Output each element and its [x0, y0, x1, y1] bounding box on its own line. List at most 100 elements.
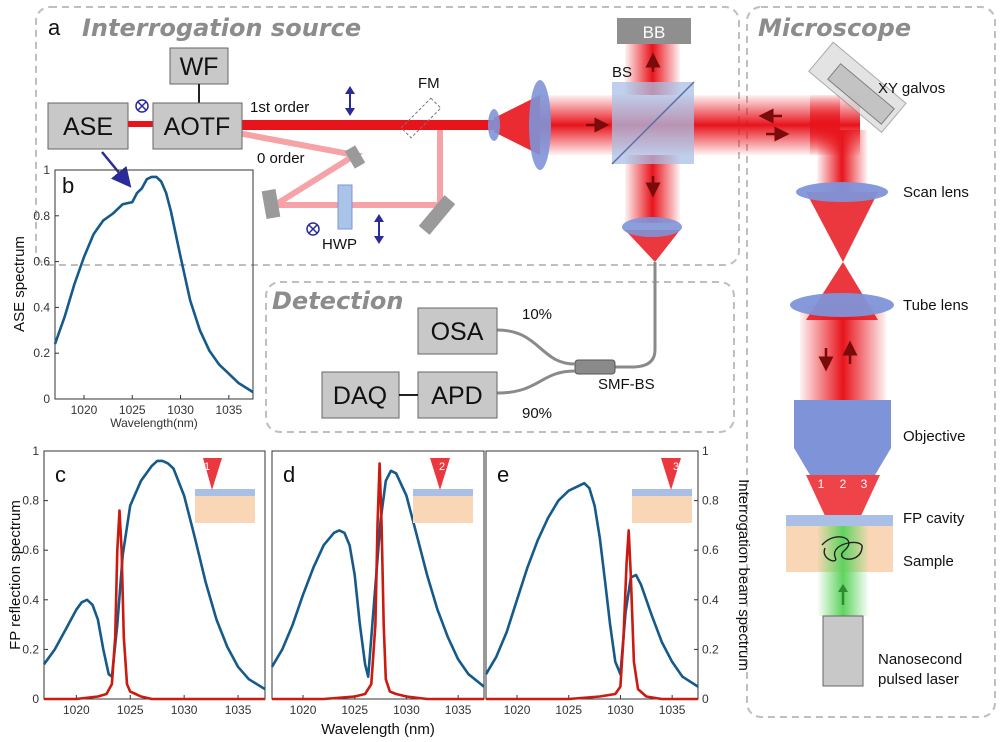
chart-c-xtick-label: 1025: [117, 703, 144, 717]
daq-box: [321, 371, 400, 419]
chart-e-ytick-right-label: 0.6: [702, 543, 719, 557]
beam-first-order: [222, 120, 494, 130]
inset-e-number: 3: [673, 461, 679, 473]
chart-c-ytick-label: 0.6: [22, 543, 39, 557]
chart-e-xtick-label: 1025: [555, 703, 582, 717]
detection-title: Detection: [272, 287, 403, 315]
beam-splitter-diagonal: [611, 81, 695, 165]
chart-c-series-0: [42, 459, 266, 691]
daq-label: DAQ: [333, 382, 387, 410]
chart-c-ylabel: FP reflection spectrum: [7, 500, 24, 650]
chart-b-series-0: [53, 175, 254, 394]
chart-b-xtick-label: 1025: [119, 403, 146, 417]
laser-label-line2: pulsed laser: [878, 671, 959, 688]
objective: [794, 400, 891, 475]
panel-label-b: b: [62, 173, 74, 198]
chart-d-series-0: [270, 469, 485, 688]
mirror-1: [344, 145, 366, 169]
beam-expansion: [494, 95, 540, 155]
tube-lens: [790, 293, 894, 317]
chart-b-ytick-label: 0: [43, 392, 50, 406]
osa-box: [417, 307, 498, 355]
panel-label-a: a: [48, 15, 61, 40]
fiber: [615, 262, 657, 369]
fp-cavity-label: FP cavity: [903, 510, 965, 527]
spot-3: 3: [861, 477, 868, 491]
inset-d: 2: [413, 458, 473, 523]
chart-c-ytick-label: 1: [32, 444, 39, 458]
chart-c-ytick-label: 0.8: [22, 494, 39, 508]
chart-e-series-1: [486, 529, 698, 701]
fm-label: FM: [418, 75, 440, 92]
beam-fiber-focus: [625, 230, 680, 262]
lens-fiber: [622, 217, 682, 237]
chart-c-xtick-label: 1030: [171, 703, 198, 717]
chart-b-ytick-label: 0.2: [33, 346, 50, 360]
chart-d-xtick-label: 1025: [341, 703, 368, 717]
chart-d-xtick-label: 1030: [393, 703, 420, 717]
apd-box: [417, 371, 498, 419]
interrogation-source-title: Interrogation source: [82, 14, 361, 42]
chart-b-xlabel: Wavelength(nm): [110, 416, 198, 430]
chart-c-series-1: [44, 509, 265, 701]
chart-c-xtick-label: 1035: [225, 703, 252, 717]
chart-d-frame: [271, 450, 485, 700]
beam-galvo-down: [817, 130, 867, 192]
chart-e-series-0: [484, 481, 699, 688]
chart-b-ytick-label: 0.8: [33, 209, 50, 223]
chart-e-ytick-right-label: 0.8: [702, 494, 719, 508]
chart-e-ytick-right-label: 0.2: [702, 642, 719, 656]
chart-c-xtick-label: 1020: [63, 703, 90, 717]
chart-c-ytick-label: 0.2: [22, 642, 39, 656]
chart-c-frame: [43, 450, 266, 700]
hwp-label: HWP: [322, 236, 357, 253]
objective-label: Objective: [903, 428, 966, 445]
osa-label: OSA: [431, 318, 484, 346]
mirror-3: [418, 195, 456, 235]
fp-cavity: [786, 515, 893, 526]
chart-b-ytick-label: 1: [43, 163, 50, 177]
panel-label-c: c: [55, 462, 66, 487]
tube-lens-label: Tube lens: [903, 297, 968, 314]
bs-label: BS: [612, 64, 632, 81]
spot-2: 2: [840, 477, 847, 491]
panel-label-d: d: [283, 462, 295, 487]
spot-1: 1: [818, 477, 825, 491]
polarization-vertical-arrow-icon: [345, 86, 355, 116]
wf-label: WF: [180, 53, 219, 81]
microscope-title: Microscope: [758, 14, 911, 42]
smf-bs-label: SMF-BS: [598, 376, 655, 393]
green-arrow-head: [838, 584, 848, 592]
chart-b-frame: [54, 169, 254, 400]
sample-tissue: [821, 536, 863, 562]
pct10-label: 10%: [522, 306, 552, 323]
detection-frame: [265, 281, 735, 433]
chart-b-ylabel: ASE spectrum: [11, 236, 28, 332]
chart-e-xtick-label: 1030: [607, 703, 634, 717]
chart-b-xtick-label: 1030: [167, 403, 194, 417]
xy-galvos-label: XY galvos: [878, 80, 945, 97]
inset-c: 1: [195, 458, 255, 523]
ase-to-plot-arrow: [101, 151, 132, 188]
polarization-out-of-plane-icon-2: [306, 222, 320, 236]
inset-c-number: 1: [204, 461, 210, 473]
chart-e-ytick-right-label: 0: [702, 692, 709, 706]
charts-layer: 1020 1025 1030 1035 0 0.2 0.4 0.6 0.8 1 Wavelength…: [7, 163, 752, 738]
chart-e-ytick-right-label: 0.4: [702, 593, 719, 607]
scan-lens: [796, 182, 888, 202]
fiber-to-osa: [496, 328, 576, 366]
ase-aotf-beam: [128, 121, 153, 127]
interrogation-source-frame: [35, 6, 740, 266]
hwp: [337, 184, 353, 230]
mirror-2: [261, 188, 281, 220]
apd-label: APD: [431, 382, 482, 410]
chart-d-xlabel: Wavelength (nm): [321, 721, 435, 738]
beam-zero-order: [221, 127, 443, 208]
polarization-out-of-plane-icon: [135, 99, 149, 113]
sample-label: Sample: [903, 553, 954, 570]
fiber-to-apd: [496, 369, 576, 395]
lens-large: [529, 80, 551, 170]
bb-label: BB: [643, 23, 666, 42]
scan-lens-label: Scan lens: [903, 184, 969, 201]
